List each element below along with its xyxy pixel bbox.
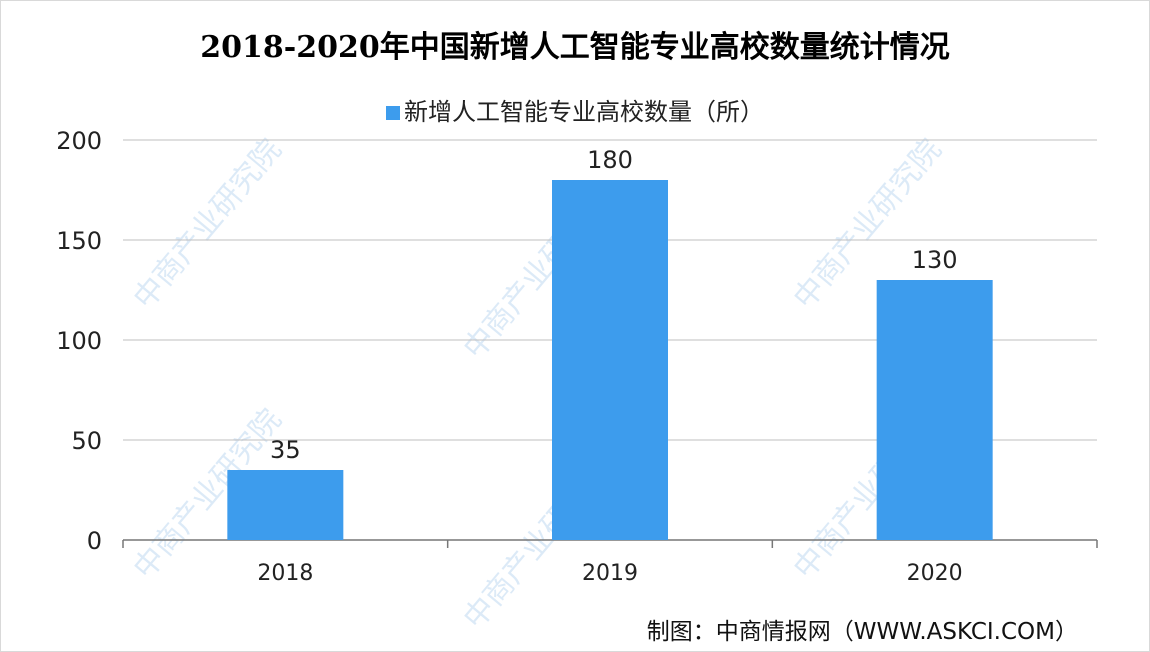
x-tick-label: 2019 xyxy=(582,561,638,586)
source-note: 制图：中商情报网（WWW.ASKCI.COM） xyxy=(646,619,1078,645)
data-label: 180 xyxy=(587,146,633,174)
legend-swatch xyxy=(386,106,400,120)
y-tick-label: 0 xyxy=(87,527,102,555)
bar xyxy=(552,180,668,540)
y-tick-label: 150 xyxy=(56,227,102,255)
x-tick-label: 2018 xyxy=(257,561,313,586)
data-label: 35 xyxy=(270,436,301,464)
data-label: 130 xyxy=(912,246,958,274)
x-tick-label: 2020 xyxy=(907,561,963,586)
y-tick-label: 50 xyxy=(71,427,102,455)
y-tick-label: 200 xyxy=(56,127,102,155)
bar xyxy=(876,280,993,540)
chart-title: 2018-2020年中国新增人工智能专业高校数量统计情况 xyxy=(200,30,950,65)
legend-label: 新增人工智能专业高校数量（所） xyxy=(404,98,764,126)
legend: 新增人工智能专业高校数量（所） xyxy=(0,92,1150,127)
bar xyxy=(227,470,344,540)
y-tick-label: 100 xyxy=(56,327,102,355)
